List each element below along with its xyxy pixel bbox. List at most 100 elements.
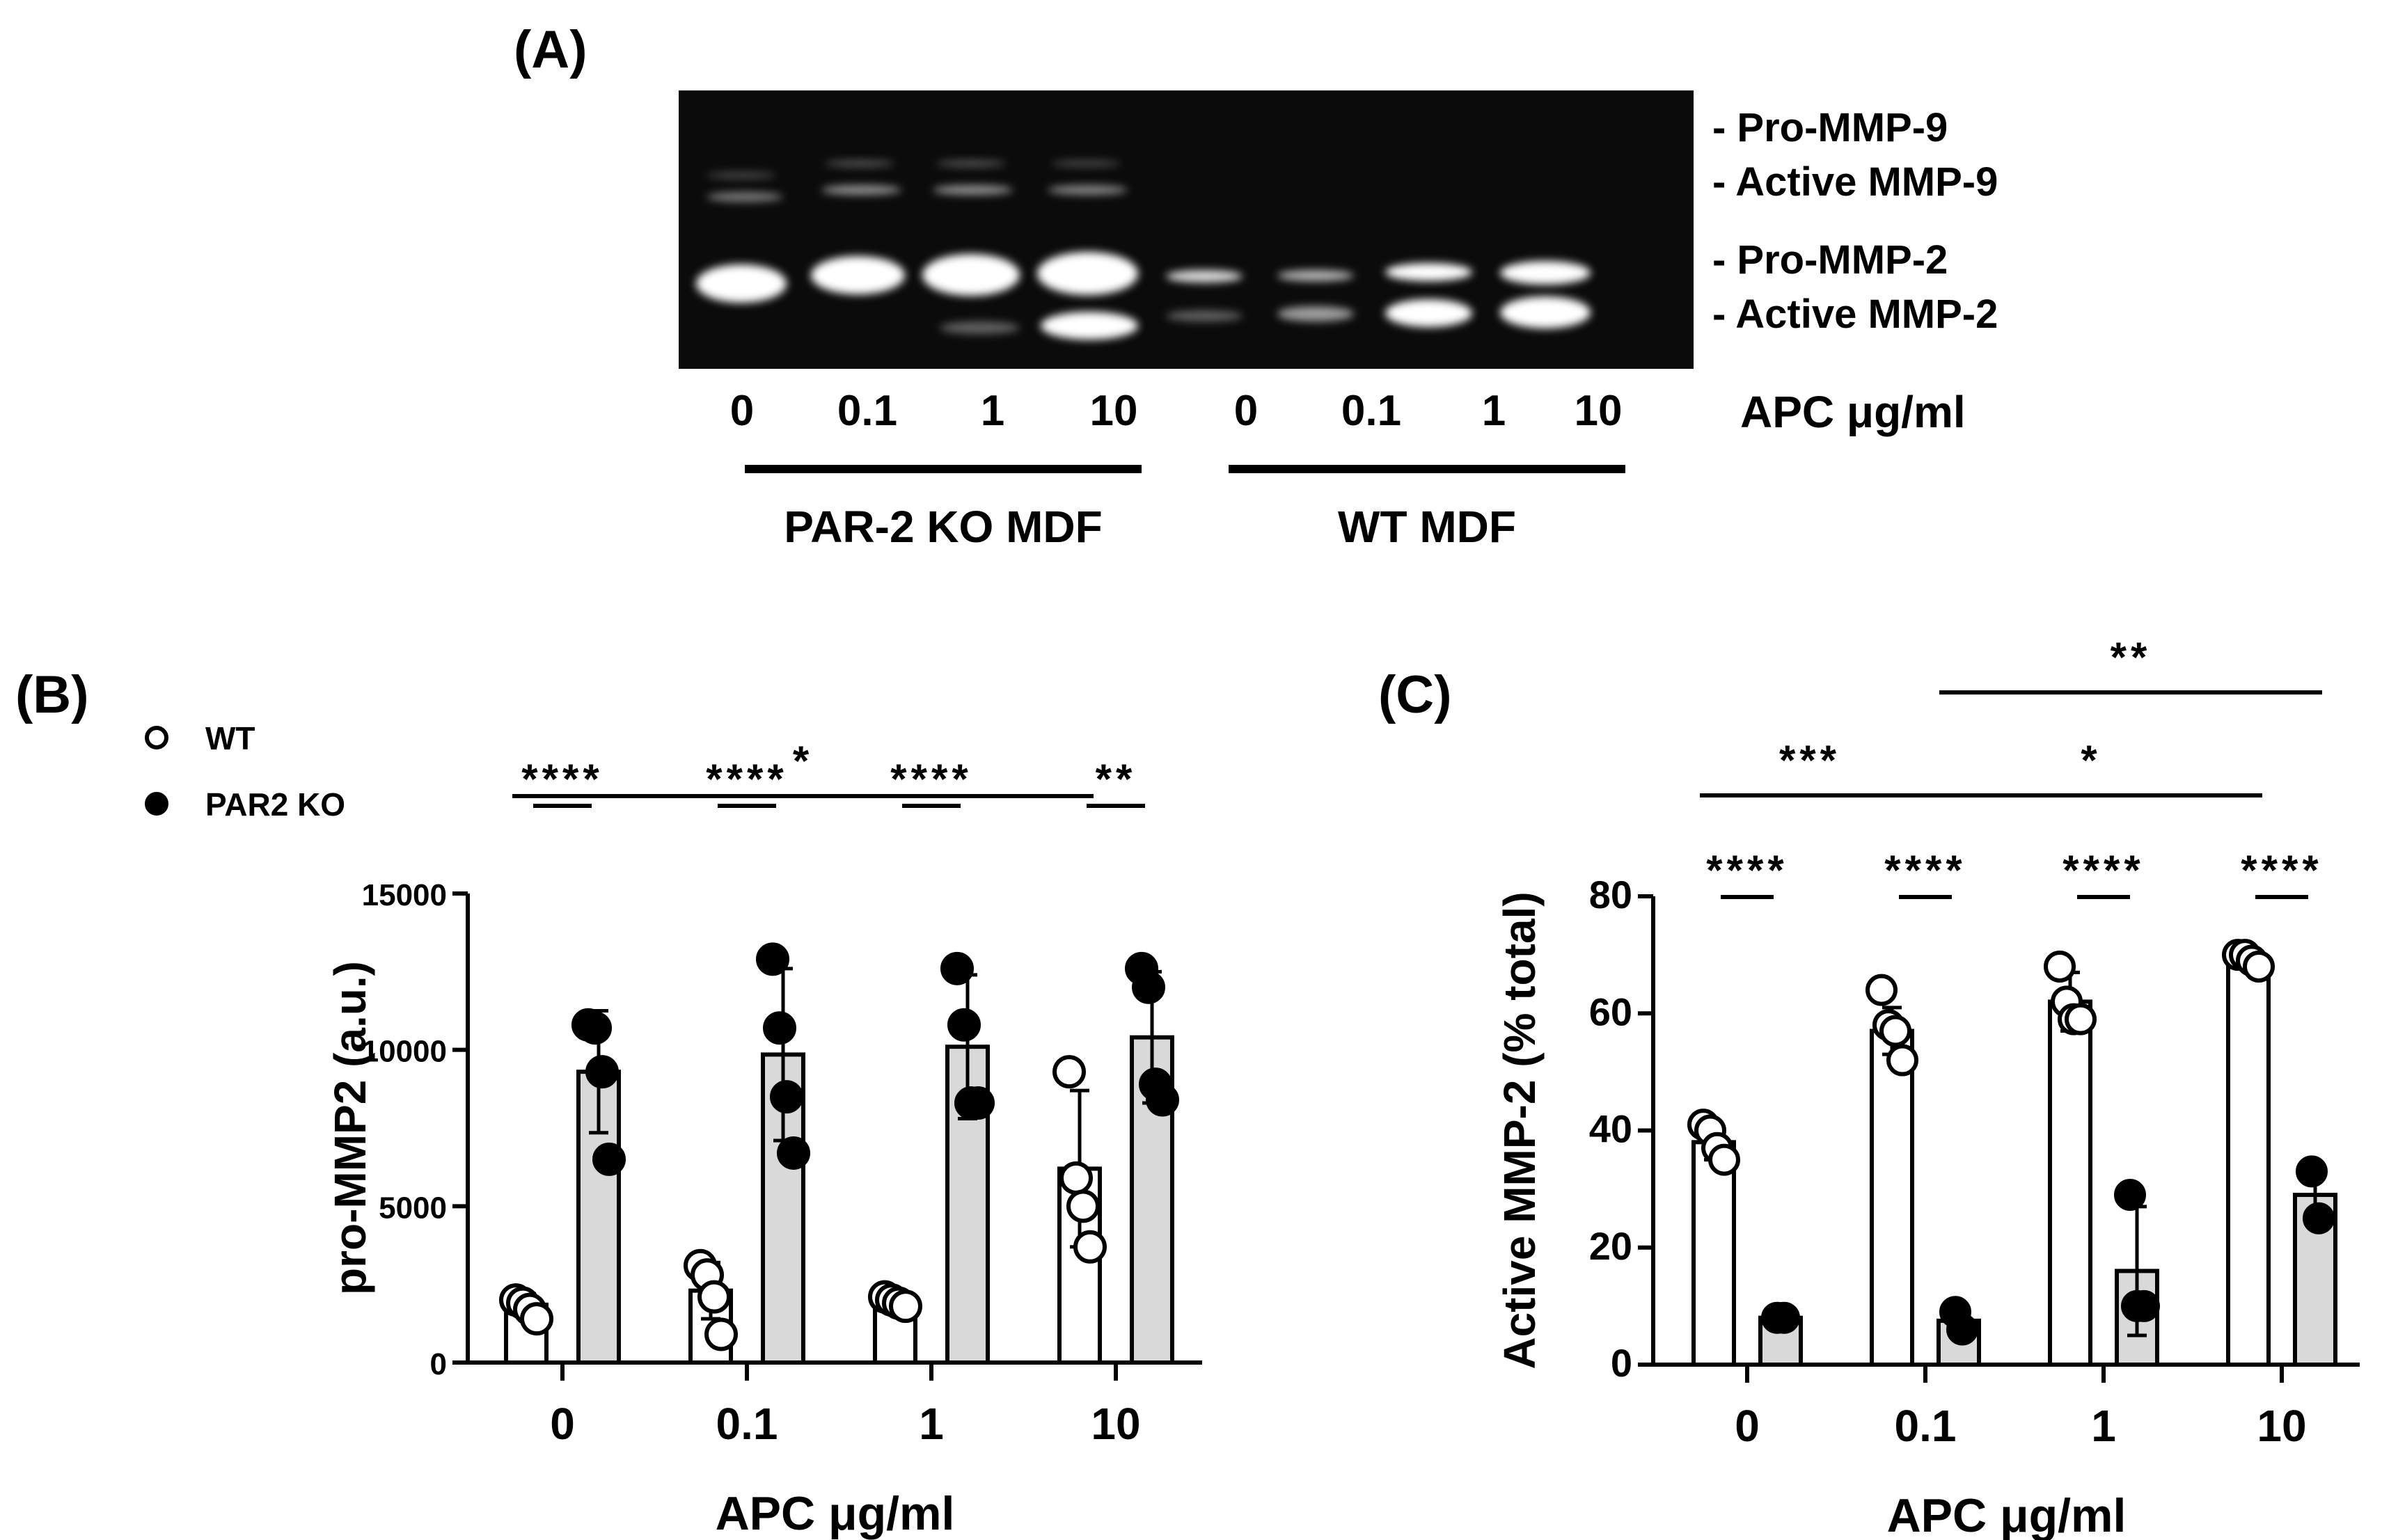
data-point-open <box>1708 1143 1740 1176</box>
y-tick-label: 15000 <box>362 878 447 912</box>
group-label-wt: WT MDF <box>1338 502 1516 552</box>
svg-text:*: * <box>793 738 813 784</box>
chart-c-active-mmp2: 0 20 40 60 80 0 0.1 1 10 APC μg/ml Active MMP-2 (%… <box>1494 634 2360 1540</box>
significance-annotation: **** <box>2241 847 2322 899</box>
x-tick-label: 0 <box>1735 1401 1760 1451</box>
data-point-open <box>2065 1003 2097 1035</box>
legend-item-par2-ko: PAR2 KO <box>145 786 345 823</box>
significance-annotation: **** <box>1884 847 1966 899</box>
x-tick-label: 1 <box>919 1399 944 1449</box>
lane-label: 10 <box>1089 387 1138 435</box>
bar-wt-0 <box>1687 1109 1740 1367</box>
svg-text:****: **** <box>2241 847 2322 894</box>
y-tick-label: 10000 <box>362 1035 447 1069</box>
bar-wt-10 <box>2222 939 2275 1367</box>
data-point-open <box>1066 1189 1100 1223</box>
data-point-filled <box>578 1011 612 1045</box>
bar-par2-ko-0.1 <box>1937 1296 1981 1367</box>
svg-text:****: **** <box>1706 847 1788 894</box>
data-point-open <box>1866 974 1898 1006</box>
data-point-filled <box>1146 1083 1179 1117</box>
band-label-pro-mmp2: - Pro-MMP-2 <box>1712 237 1948 283</box>
bar-par2-ko-10 <box>2293 1155 2337 1367</box>
data-point-filled <box>2303 1202 2335 1235</box>
dose-label: APC μg/ml <box>1740 387 1966 437</box>
svg-text:PAR2 KO: PAR2 KO <box>205 786 345 823</box>
significance-annotation: * <box>512 738 1094 798</box>
bar-par2-ko-10 <box>1125 951 1179 1365</box>
data-point-open <box>2044 950 2076 983</box>
x-axis-label: APC μg/ml <box>1887 1489 2127 1540</box>
data-point-filled <box>2128 1289 2160 1322</box>
y-tick-label: 0 <box>430 1347 447 1381</box>
data-point-filled <box>1946 1313 1978 1346</box>
svg-text:**: ** <box>2111 634 2152 681</box>
data-point-open <box>1059 1161 1093 1195</box>
data-point-open <box>704 1317 738 1351</box>
data-point-open <box>889 1289 922 1324</box>
bar-wt-0.1 <box>1866 974 1918 1367</box>
lane-label: 0 <box>729 387 755 435</box>
data-point-filled <box>2114 1179 2146 1212</box>
y-tick-label: 80 <box>1589 873 1632 916</box>
data-point-open <box>697 1280 731 1314</box>
data-point-filled <box>770 1080 803 1114</box>
y-axis-label: pro-MMP2 (a.u.) <box>325 961 375 1295</box>
group-label-par2-ko: PAR-2 KO MDF <box>784 502 1103 552</box>
data-point-filled <box>947 1008 981 1042</box>
bar-wt-1 <box>2044 950 2097 1367</box>
data-point-filled <box>763 1011 796 1045</box>
bar-wt-0 <box>499 1283 553 1365</box>
chart-b-pro-mmp2: 0 5000 10000 15000 0 0.1 1 10 APC μg/ml pro-MMP2 … <box>145 720 1202 1540</box>
bar-par2-ko-1 <box>2114 1179 2160 1367</box>
group-bar-wt <box>1229 465 1625 473</box>
data-point-filled <box>2296 1155 2328 1188</box>
significance-annotation: *** <box>1700 737 1920 797</box>
bar-par2-ko-0.1 <box>756 942 810 1365</box>
data-point-open <box>1073 1230 1107 1264</box>
significance-annotation: ** <box>1087 756 1145 808</box>
data-point-filled <box>756 942 789 976</box>
band-label-active-mmp9: - Active MMP-9 <box>1712 159 1998 205</box>
panel-c-label: (C) <box>1378 665 1452 724</box>
svg-text:****: **** <box>1884 847 1966 894</box>
x-tick-label: 0.1 <box>716 1399 778 1449</box>
significance-annotation: **** <box>890 756 968 808</box>
x-tick-label: 0.1 <box>1895 1401 1957 1451</box>
data-point-filled <box>777 1136 810 1170</box>
lane-label: 1 <box>980 387 1005 435</box>
lane-label: 1 <box>1481 387 1506 435</box>
y-tick-label: 0 <box>1611 1341 1632 1385</box>
significance-annotation: **** <box>2062 847 2144 899</box>
bar-par2-ko-1 <box>940 951 995 1365</box>
lane-label: 0 <box>1233 387 1259 435</box>
bar-par2-ko-0 <box>571 1008 626 1365</box>
y-tick-label: 20 <box>1589 1224 1632 1268</box>
bar-wt-1 <box>868 1280 922 1365</box>
data-point-open <box>2243 950 2275 983</box>
panel-a-label: (A) <box>514 20 587 79</box>
x-tick-label: 10 <box>2257 1401 2306 1451</box>
data-point-open <box>1879 1015 1911 1047</box>
group-bar-par2-ko <box>745 465 1142 473</box>
x-tick-label: 10 <box>1091 1399 1140 1449</box>
band-label-pro-mmp9: - Pro-MMP-9 <box>1712 105 1948 150</box>
y-tick-label: 5000 <box>379 1191 447 1225</box>
panel-b-label: (B) <box>15 665 89 724</box>
data-point-open <box>1886 1044 1918 1077</box>
svg-text:****: **** <box>2062 847 2144 894</box>
significance-annotation: **** <box>521 756 599 808</box>
bar-wt-0.1 <box>684 1248 738 1365</box>
svg-text:**: ** <box>1096 756 1137 802</box>
data-point-open <box>520 1302 553 1336</box>
data-point-filled <box>585 1055 619 1089</box>
x-axis-label: APC μg/ml <box>716 1487 955 1540</box>
lane-label: 0.1 <box>1341 387 1402 435</box>
svg-text:***: *** <box>1779 737 1840 784</box>
svg-text:*: * <box>2081 737 2101 784</box>
bar-wt-10 <box>1052 1055 1107 1365</box>
y-tick-label: 60 <box>1589 990 1632 1033</box>
band-label-active-mmp2: - Active MMP-2 <box>1712 292 1998 337</box>
y-tick-label: 40 <box>1589 1107 1632 1151</box>
significance-annotation: **** <box>706 756 784 808</box>
